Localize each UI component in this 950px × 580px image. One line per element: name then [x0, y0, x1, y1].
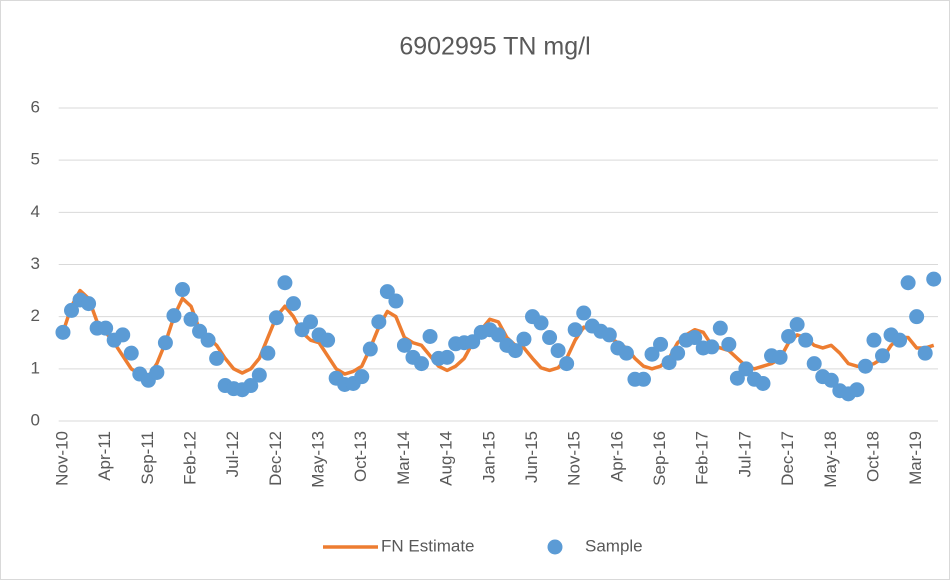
sample-point — [371, 314, 387, 330]
legend-label: FN Estimate — [381, 536, 475, 555]
sample-point — [388, 293, 404, 309]
sample-point — [507, 343, 523, 359]
sample-point — [755, 375, 771, 391]
x-tick-label: Nov-10 — [52, 431, 71, 486]
x-tick-label: Aug-14 — [437, 431, 456, 486]
x-tick-label: Apr-11 — [95, 431, 114, 481]
sample-point — [738, 361, 754, 377]
sample-point — [789, 316, 805, 332]
sample-point — [268, 310, 284, 326]
sample-point — [123, 345, 139, 361]
x-tick-label: May-13 — [309, 431, 328, 488]
sample-point — [285, 296, 301, 312]
sample-point — [243, 378, 259, 394]
y-tick-label: 6 — [31, 97, 40, 116]
sample-point — [644, 346, 660, 362]
sample-point — [490, 327, 506, 343]
legend-label: Sample — [585, 536, 643, 555]
sample-point — [550, 343, 566, 359]
sample-point — [781, 328, 797, 344]
sample-point — [414, 356, 430, 372]
sample-point — [823, 372, 839, 388]
sample-point — [260, 345, 276, 361]
x-tick-label: Mar-19 — [906, 431, 925, 485]
sample-point — [81, 296, 97, 312]
sample-point — [174, 282, 190, 298]
sample-point — [857, 358, 873, 374]
x-tick-label: Oct-18 — [863, 431, 882, 482]
sample-point — [900, 275, 916, 291]
sample-point — [533, 315, 549, 331]
sample-point — [320, 332, 336, 348]
sample-point — [687, 330, 703, 346]
sample-point — [542, 330, 558, 346]
sample-point — [635, 371, 651, 387]
sample-point — [806, 356, 822, 372]
x-tick-label: Jul-17 — [735, 431, 754, 477]
sample-point — [798, 332, 814, 348]
sample-point — [303, 314, 319, 330]
x-tick-label: Dec-12 — [266, 431, 285, 486]
sample-point — [362, 341, 378, 357]
y-tick-label: 2 — [31, 306, 40, 325]
x-tick-label: Jan-15 — [479, 431, 498, 483]
sample-point — [721, 336, 737, 352]
sample-point — [115, 327, 131, 343]
sample-point — [866, 332, 882, 348]
y-tick-label: 1 — [31, 358, 40, 377]
sample-point — [704, 339, 720, 355]
sample-point — [166, 308, 182, 324]
sample-point — [909, 309, 925, 325]
sample-point — [670, 345, 686, 361]
sample-point — [712, 320, 728, 336]
y-tick-label: 4 — [31, 202, 40, 221]
sample-point — [422, 328, 438, 344]
x-tick-label: May-18 — [821, 431, 840, 488]
x-tick-label: Apr-16 — [607, 431, 626, 482]
sample-point — [653, 336, 669, 352]
y-tick-label: 5 — [31, 150, 40, 169]
sample-point — [559, 356, 575, 372]
sample-point — [576, 305, 592, 321]
y-tick-label: 0 — [31, 410, 40, 429]
sample-point — [601, 327, 617, 343]
sample-point — [875, 348, 891, 364]
sample-point — [396, 337, 412, 353]
x-tick-label: Sep-16 — [650, 431, 669, 486]
x-tick-label: Sep-11 — [138, 431, 157, 485]
sample-point — [567, 322, 583, 338]
x-tick-label: Feb-12 — [181, 431, 200, 485]
sample-point — [849, 382, 865, 398]
sample-point — [251, 367, 267, 383]
sample-point — [892, 332, 908, 348]
sample-point — [439, 349, 455, 365]
y-tick-label: 3 — [31, 254, 40, 273]
sample-point — [183, 311, 199, 327]
sample-point — [209, 350, 225, 366]
x-tick-label: Jul-12 — [223, 431, 242, 477]
sample-point — [354, 369, 370, 385]
sample-point — [200, 332, 216, 348]
sample-point — [98, 320, 114, 336]
sample-point — [277, 275, 293, 291]
chart-title: 6902995 TN mg/l — [399, 33, 590, 61]
sample-point — [516, 331, 532, 347]
sample-point — [149, 364, 165, 380]
x-tick-label: Dec-17 — [778, 431, 797, 486]
x-tick-label: Jun-15 — [522, 431, 541, 483]
sample-point — [157, 335, 173, 351]
x-tick-label: Mar-14 — [394, 431, 413, 485]
sample-point — [772, 349, 788, 365]
x-tick-label: Feb-17 — [693, 431, 712, 485]
sample-point — [917, 345, 933, 361]
sample-point — [64, 302, 80, 318]
legend-swatch — [547, 539, 563, 555]
sample-point — [926, 271, 942, 287]
x-tick-label: Nov-15 — [565, 431, 584, 486]
x-tick-label: Oct-13 — [351, 431, 370, 482]
sample-point — [55, 324, 71, 340]
sample-point — [618, 345, 634, 361]
